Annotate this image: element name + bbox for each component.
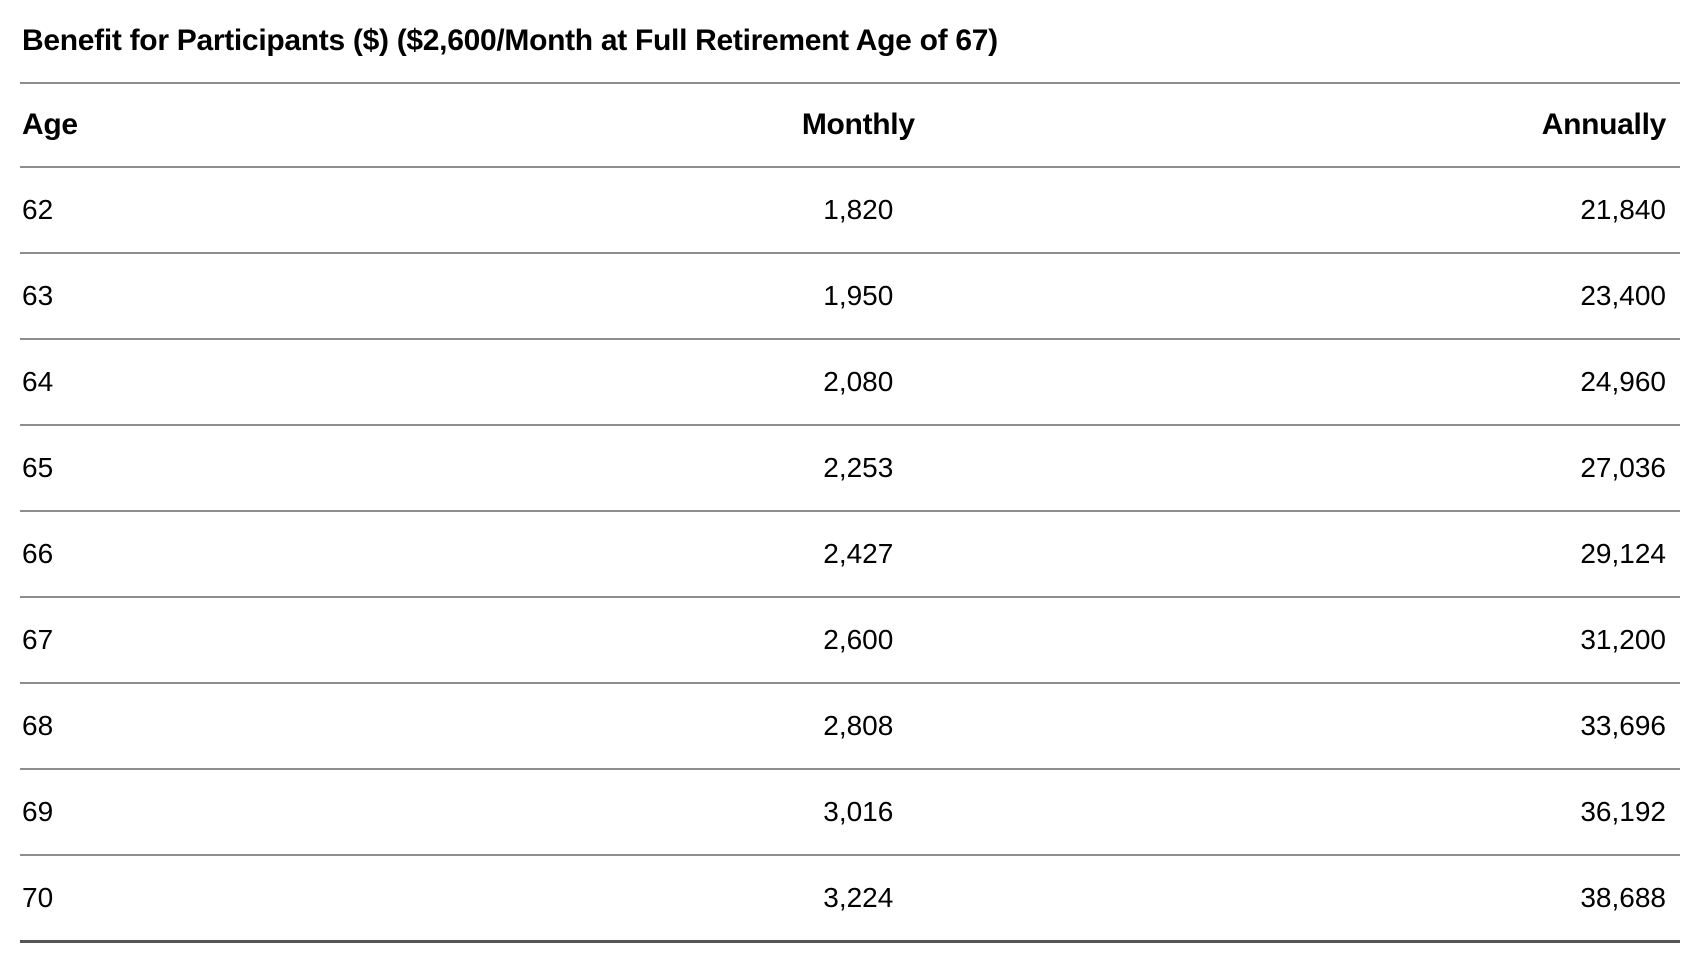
cell-annually: 33,696 [1132, 683, 1680, 769]
cell-age: 68 [20, 683, 584, 769]
column-header-monthly: Monthly [584, 83, 1132, 167]
cell-monthly: 2,600 [584, 597, 1132, 683]
cell-annually: 36,192 [1132, 769, 1680, 855]
table-row: 63 1,950 23,400 [20, 253, 1680, 339]
table-row: 62 1,820 21,840 [20, 167, 1680, 253]
cell-age: 70 [20, 855, 584, 942]
cell-monthly: 1,950 [584, 253, 1132, 339]
cell-monthly: 2,808 [584, 683, 1132, 769]
cell-age: 67 [20, 597, 584, 683]
table-row: 69 3,016 36,192 [20, 769, 1680, 855]
cell-age: 65 [20, 425, 584, 511]
benefit-table: Age Monthly Annually 62 1,820 21,840 63 … [20, 82, 1680, 943]
cell-monthly: 2,253 [584, 425, 1132, 511]
cell-age: 63 [20, 253, 584, 339]
cell-monthly: 2,080 [584, 339, 1132, 425]
column-header-annually: Annually [1132, 83, 1680, 167]
table-row: 66 2,427 29,124 [20, 511, 1680, 597]
cell-monthly: 1,820 [584, 167, 1132, 253]
cell-annually: 38,688 [1132, 855, 1680, 942]
cell-annually: 23,400 [1132, 253, 1680, 339]
cell-age: 69 [20, 769, 584, 855]
cell-annually: 31,200 [1132, 597, 1680, 683]
table-header-row: Age Monthly Annually [20, 83, 1680, 167]
cell-age: 62 [20, 167, 584, 253]
table-row: 70 3,224 38,688 [20, 855, 1680, 942]
table-row: 68 2,808 33,696 [20, 683, 1680, 769]
table-row: 65 2,253 27,036 [20, 425, 1680, 511]
cell-monthly: 3,016 [584, 769, 1132, 855]
cell-annually: 21,840 [1132, 167, 1680, 253]
cell-monthly: 2,427 [584, 511, 1132, 597]
cell-annually: 27,036 [1132, 425, 1680, 511]
cell-annually: 24,960 [1132, 339, 1680, 425]
cell-annually: 29,124 [1132, 511, 1680, 597]
table-row: 67 2,600 31,200 [20, 597, 1680, 683]
cell-monthly: 3,224 [584, 855, 1132, 942]
cell-age: 66 [20, 511, 584, 597]
table-title: Benefit for Participants ($) ($2,600/Mon… [20, 24, 1680, 82]
cell-age: 64 [20, 339, 584, 425]
column-header-age: Age [20, 83, 584, 167]
table-row: 64 2,080 24,960 [20, 339, 1680, 425]
